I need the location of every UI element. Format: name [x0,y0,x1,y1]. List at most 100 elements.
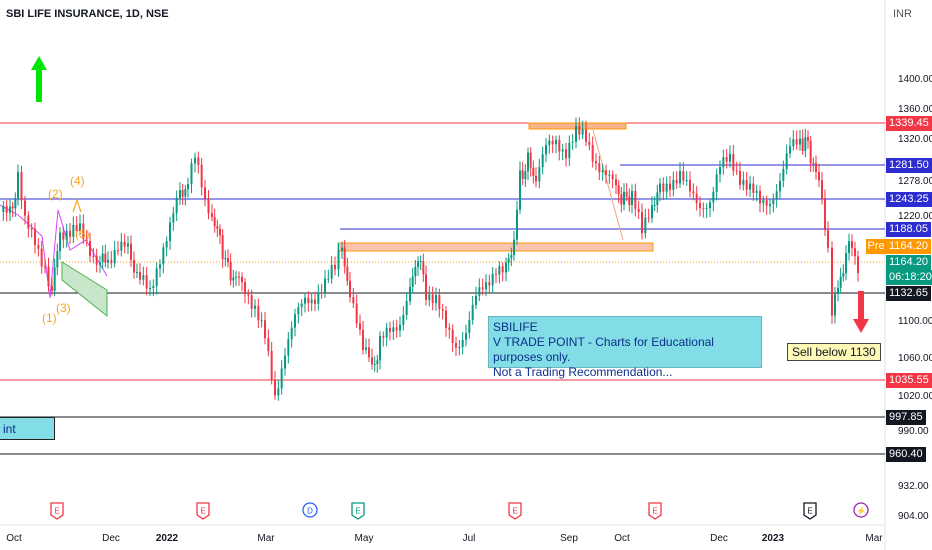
note-box[interactable]: SBILIFE V TRADE POINT - Charts for Educa… [488,316,762,368]
y-tick-label: 1320.00 [898,134,932,145]
candle-body [136,272,138,273]
candle-body [462,340,464,347]
wave-label: (5) [75,227,90,241]
candle-body [392,327,394,332]
candle-body [442,309,444,311]
candle-body [824,198,826,230]
candle-body [458,347,460,348]
candle-body [297,307,299,314]
candle-body [402,315,404,325]
event-marker-label: D [307,507,313,516]
candle-body [344,248,346,267]
candle-body [21,172,23,200]
candle-body [54,267,56,290]
note-line: Not a Trading Recommendation... [493,365,757,380]
candle-body [702,208,704,209]
wave-label: (3) [56,301,71,315]
candle-body [356,303,358,323]
x-tick-label: Sep [560,533,578,544]
candle-body [452,330,454,343]
event-marker-label: E [355,507,360,516]
candle-body [722,157,724,167]
y-tick-label: 1400.00 [898,74,932,85]
candle-body [69,231,71,237]
level-price-label: 1281.50 [886,158,932,173]
candle-body [17,172,19,198]
left-note-box[interactable]: int [0,417,55,440]
candle-body [412,277,414,287]
candle-body [669,184,671,190]
candle-body [752,184,754,193]
sell-label[interactable]: Sell below 1130 [787,343,881,361]
candle-body [34,229,36,245]
candle-body [435,295,437,303]
candle-body [396,327,398,330]
candle-body [321,293,323,294]
candle-body [287,339,289,355]
candle-body [247,294,249,295]
x-tick-label: Dec [710,533,728,544]
candle-body [162,247,164,264]
candle-body [445,311,447,328]
candle-body [251,295,253,308]
candle-body [149,288,151,289]
candle-body [197,158,199,165]
y-tick-label: 1060.00 [898,353,932,364]
candle-body [12,207,14,209]
candle-body [485,282,487,289]
candle-body [304,298,306,304]
candle-body [558,140,560,152]
candle-body [66,231,68,240]
candle-body [428,294,430,300]
candle-body [472,305,474,320]
candle-body [102,254,104,263]
candle-body [216,226,218,228]
candle-body [654,205,656,206]
up-arrow-icon [31,56,47,102]
candle-body [595,161,597,163]
candle-body [232,278,234,281]
candle-body [842,273,844,276]
candle-body [281,369,283,389]
candle-body [772,200,774,204]
event-marker-label: E [200,507,205,516]
candle-body [575,126,577,142]
candle-body [851,241,853,248]
x-tick-label: Mar [257,533,275,544]
candle-body [44,267,46,268]
candle-body [438,295,440,309]
candle-body [89,241,91,256]
y-tick-label: 932.00 [898,481,929,492]
candle-body [498,266,500,274]
candle-body [152,286,154,288]
candle-body [527,153,529,172]
candle-body [27,216,29,229]
candle-body [414,267,416,277]
candle-body [834,294,836,316]
candle-body [726,157,728,161]
candle-body [545,145,547,154]
candle-body [59,233,61,251]
candle-body [346,267,348,281]
candle-body [261,320,263,321]
candle-body [789,146,791,153]
candle-body [692,191,694,193]
candle-body [848,241,850,253]
note-line: V TRADE POINT - Charts for Educational p… [493,335,757,365]
candle-body [488,282,490,285]
level-price-label: 1339.45 [886,116,932,131]
candle-body [578,126,580,135]
candle-body [130,244,132,260]
candle-body [455,343,457,347]
candle-body [468,320,470,333]
candle-body [24,201,26,216]
candle-body [641,212,643,233]
candle-body [709,202,711,208]
down-arrow-icon [853,291,869,333]
candle-body [656,192,658,205]
candle-body [425,274,427,300]
candle-body [317,293,319,304]
candle-body [623,192,625,205]
candle-body [598,163,600,172]
